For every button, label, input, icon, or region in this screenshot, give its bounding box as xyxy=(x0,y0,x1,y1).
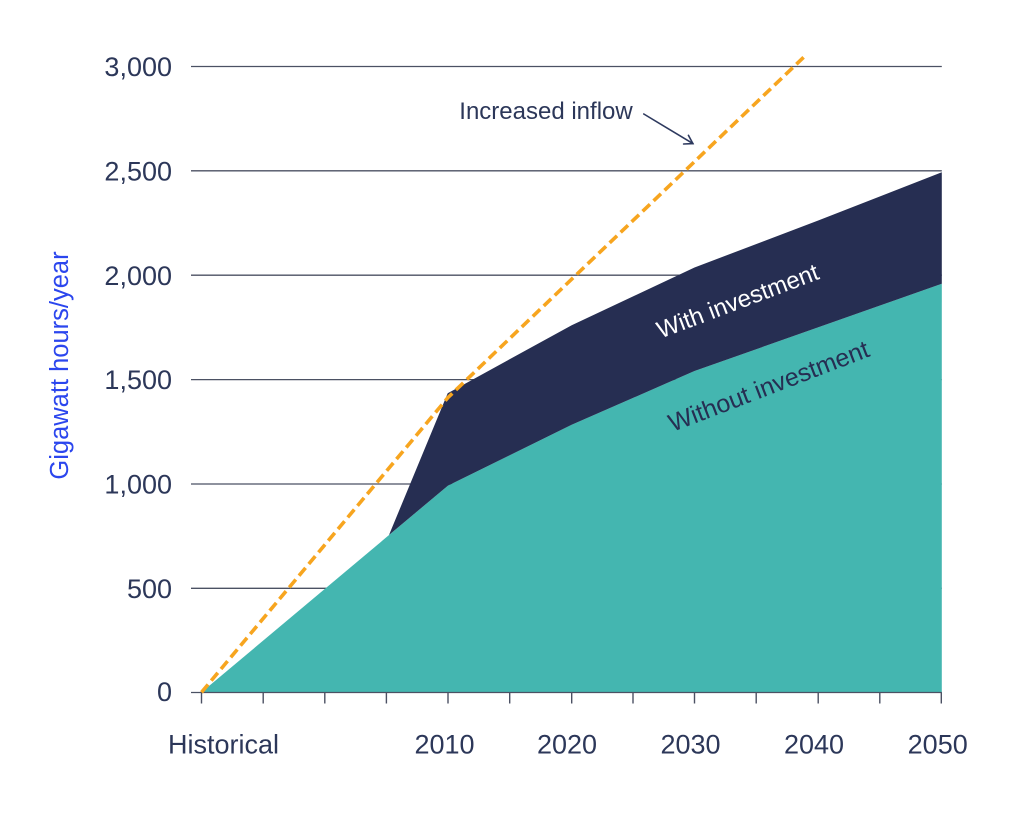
svg-text:2030: 2030 xyxy=(660,729,720,759)
svg-text:Increased inflow: Increased inflow xyxy=(459,98,633,125)
svg-text:1,000: 1,000 xyxy=(104,470,172,500)
svg-text:1,500: 1,500 xyxy=(104,365,172,395)
svg-text:2010: 2010 xyxy=(414,729,474,759)
svg-text:2050: 2050 xyxy=(908,729,968,759)
svg-text:2040: 2040 xyxy=(784,729,844,759)
svg-text:2,500: 2,500 xyxy=(104,156,172,186)
svg-text:500: 500 xyxy=(127,574,172,604)
svg-text:Historical: Historical xyxy=(168,729,279,759)
svg-text:2,000: 2,000 xyxy=(104,261,172,291)
svg-text:3,000: 3,000 xyxy=(104,52,172,82)
svg-text:0: 0 xyxy=(157,677,172,707)
svg-text:2020: 2020 xyxy=(537,729,597,759)
svg-text:Gigawatt hours/year: Gigawatt hours/year xyxy=(46,251,74,480)
